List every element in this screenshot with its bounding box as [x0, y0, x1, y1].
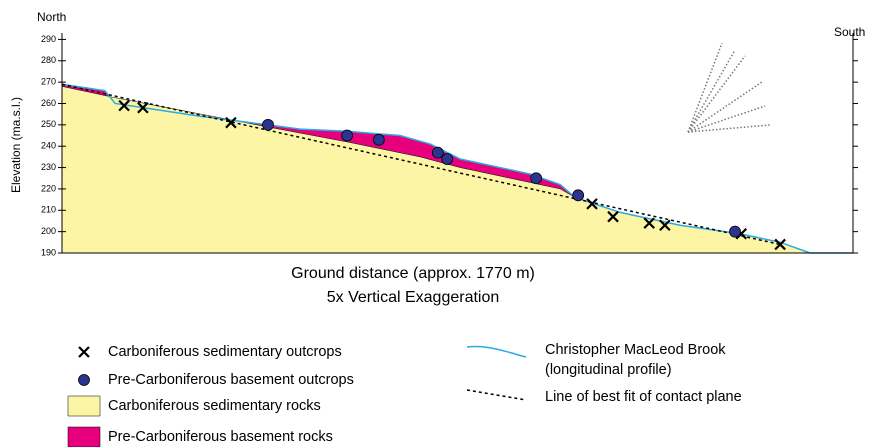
circle-marker [572, 189, 585, 202]
circle-marker [372, 133, 385, 146]
legend-label: Line of best fit of contact plane [545, 389, 742, 405]
legend-label: Pre-Carboniferous basement rocks [108, 429, 333, 445]
legend-label: Carboniferous sedimentary rocks [108, 398, 321, 414]
y-tick-label: 240 [41, 141, 56, 151]
circle-marker [262, 118, 274, 131]
best-fit-line [61, 83, 781, 246]
legend-swatch [67, 395, 101, 417]
subtitle: 5x Vertical Exaggeration [327, 289, 500, 306]
x-marker [586, 198, 598, 210]
x-marker [607, 210, 619, 223]
rose-diagram [687, 42, 771, 133]
legend-best-fit [466, 389, 527, 401]
x-marker [225, 116, 237, 129]
legend-label: Carboniferous sedimentary outcrops [108, 344, 342, 360]
x-marker [659, 219, 671, 232]
x-axis-label: Ground distance (approx. 1770 m) [291, 265, 535, 282]
x-marker [774, 238, 786, 251]
circle-marker [441, 153, 454, 165]
y-tick-label: 280 [41, 55, 56, 65]
y-tick-label: 290 [41, 34, 56, 44]
legend-label: Pre-Carboniferous basement outcrops [108, 372, 354, 388]
x-marker [118, 99, 130, 112]
north-label: North [37, 10, 66, 24]
legend-swatch [67, 426, 101, 447]
legend-circle-marker [78, 374, 90, 386]
y-axis-label: Elevation (ma.s.l.) [9, 97, 23, 193]
circle-marker [530, 172, 543, 185]
circle-marker [431, 146, 444, 159]
circle-marker [341, 129, 354, 142]
x-marker [137, 101, 149, 114]
y-tick-label: 200 [41, 226, 56, 236]
y-tick-label: 220 [41, 183, 56, 193]
x-marker [643, 217, 655, 229]
y-tick-label: 210 [41, 205, 56, 215]
south-label: South [834, 25, 865, 39]
y-tick-label: 260 [41, 98, 56, 108]
legend-label: Christopher MacLeod Brook (longitudinal … [545, 342, 726, 378]
y-tick-label: 190 [41, 247, 56, 257]
y-tick-label: 250 [41, 119, 56, 129]
y-tick-label: 270 [41, 77, 56, 87]
circle-marker [729, 225, 741, 238]
legend-brook [466, 345, 527, 358]
y-tick-label: 230 [41, 162, 56, 172]
legend-x-marker [78, 346, 90, 358]
